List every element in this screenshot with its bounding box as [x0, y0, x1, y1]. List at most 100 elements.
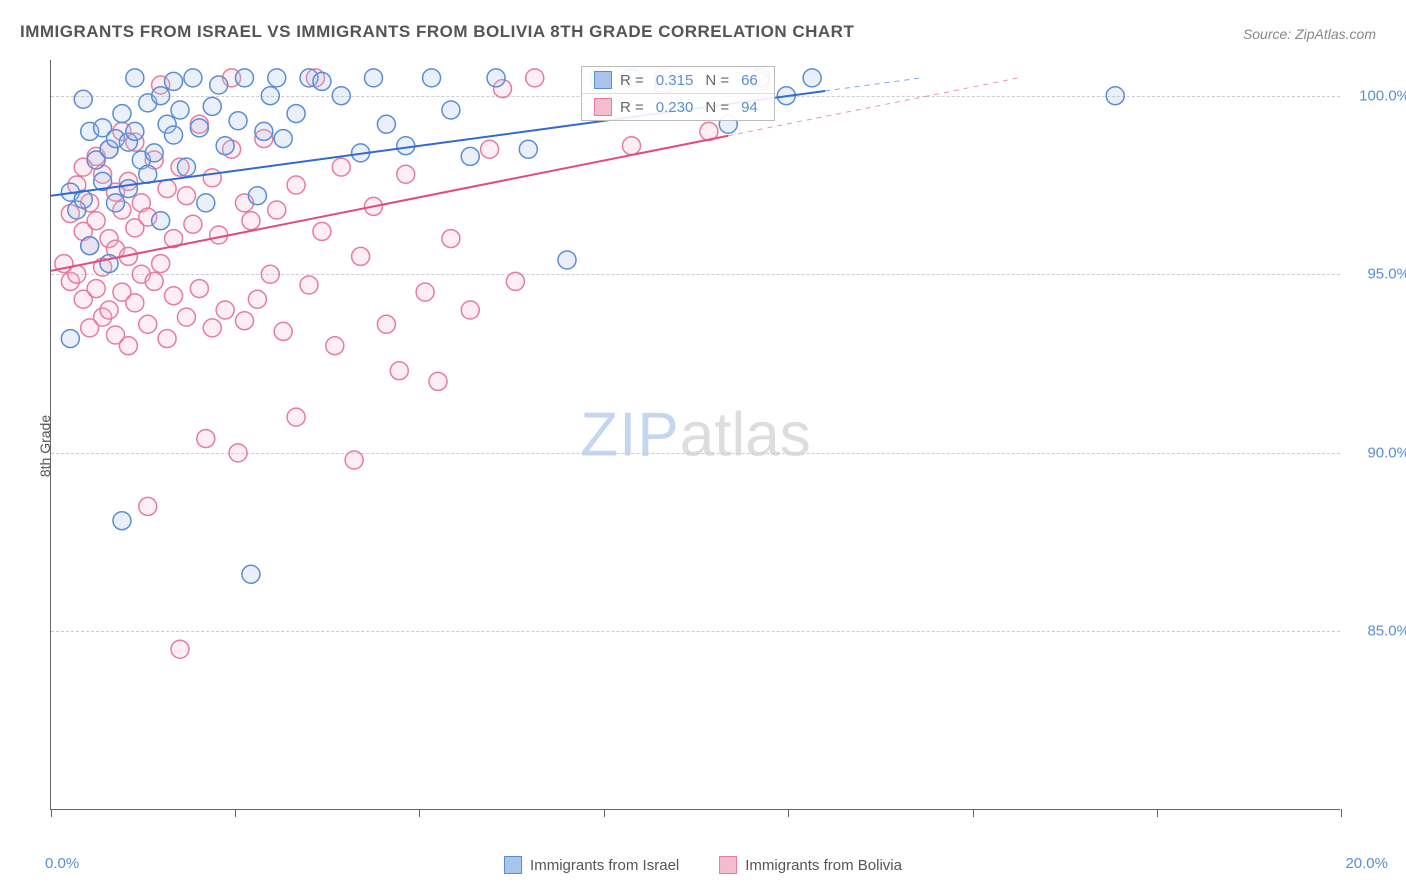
scatter-point [287, 176, 305, 194]
gridline-h [51, 631, 1340, 632]
trend-line-dashed [825, 78, 922, 91]
scatter-point [126, 69, 144, 87]
bottom-legend-label-israel: Immigrants from Israel [530, 857, 679, 874]
scatter-point [158, 180, 176, 198]
scatter-point [216, 137, 234, 155]
scatter-point [94, 172, 112, 190]
scatter-point [158, 330, 176, 348]
x-tick [419, 809, 420, 817]
scatter-point [74, 158, 92, 176]
scatter-point [94, 119, 112, 137]
scatter-point [81, 194, 99, 212]
scatter-point [68, 176, 86, 194]
scatter-point [236, 194, 254, 212]
scatter-point [113, 283, 131, 301]
scatter-point [223, 69, 241, 87]
x-tick [973, 809, 974, 817]
x-tick [1157, 809, 1158, 817]
scatter-point [287, 408, 305, 426]
scatter-point [190, 119, 208, 137]
scatter-point [461, 301, 479, 319]
scatter-point [100, 230, 118, 248]
scatter-point [268, 201, 286, 219]
scatter-point [487, 69, 505, 87]
scatter-point [87, 212, 105, 230]
watermark-atlas: atlas [680, 400, 811, 469]
source-label: Source: ZipAtlas.com [1243, 26, 1376, 42]
scatter-point [242, 565, 260, 583]
scatter-point [300, 69, 318, 87]
scatter-point [236, 312, 254, 330]
scatter-point [126, 133, 144, 151]
bottom-legend-item-israel: Immigrants from Israel [504, 856, 679, 874]
scatter-point [190, 280, 208, 298]
scatter-point [119, 180, 137, 198]
legend-r-label: R = [620, 72, 644, 89]
scatter-point [165, 72, 183, 90]
scatter-point [87, 147, 105, 165]
scatter-point [61, 205, 79, 223]
scatter-point [139, 497, 157, 515]
x-axis-start-label: 0.0% [45, 855, 79, 872]
scatter-point [481, 140, 499, 158]
scatter-point [390, 362, 408, 380]
scatter-point [152, 212, 170, 230]
scatter-point [81, 122, 99, 140]
scatter-point [184, 69, 202, 87]
scatter-point [119, 172, 137, 190]
bottom-legend-label-bolivia: Immigrants from Bolivia [745, 857, 902, 874]
scatter-point [365, 197, 383, 215]
scatter-point [74, 222, 92, 240]
scatter-point [461, 147, 479, 165]
legend-r-value-israel: 0.315 [656, 72, 694, 89]
scatter-point [223, 140, 241, 158]
scatter-point [152, 255, 170, 273]
scatter-point [177, 308, 195, 326]
scatter-point [139, 315, 157, 333]
scatter-point [242, 212, 260, 230]
legend-n-label: N = [705, 99, 729, 116]
scatter-point [107, 183, 125, 201]
scatter-point [190, 115, 208, 133]
scatter-point [126, 294, 144, 312]
scatter-point [132, 151, 150, 169]
scatter-point [255, 130, 273, 148]
scatter-point [126, 219, 144, 237]
scatter-point [397, 165, 415, 183]
scatter-point [416, 283, 434, 301]
bottom-swatch-israel [504, 856, 522, 874]
scatter-point [365, 69, 383, 87]
scatter-point [100, 301, 118, 319]
legend-swatch-israel [594, 71, 612, 89]
scatter-point [87, 280, 105, 298]
scatter-point [81, 319, 99, 337]
legend-r-label: R = [620, 99, 644, 116]
scatter-point [139, 165, 157, 183]
scatter-point [152, 76, 170, 94]
chart-title: IMMIGRANTS FROM ISRAEL VS IMMIGRANTS FRO… [20, 22, 854, 42]
scatter-point [700, 122, 718, 140]
y-tick-label: 90.0% [1367, 444, 1406, 461]
scatter-point [113, 512, 131, 530]
scatter-point [113, 105, 131, 123]
scatter-point [623, 137, 641, 155]
scatter-point [145, 144, 163, 162]
scatter-point [210, 226, 228, 244]
y-tick-label: 85.0% [1367, 623, 1406, 640]
scatter-point [203, 319, 221, 337]
scatter-point [300, 276, 318, 294]
scatter-point [236, 69, 254, 87]
scatter-point [113, 201, 131, 219]
scatter-point [55, 255, 73, 273]
y-tick-label: 95.0% [1367, 266, 1406, 283]
scatter-point [61, 330, 79, 348]
scatter-point [442, 101, 460, 119]
y-tick-label: 100.0% [1359, 87, 1406, 104]
scatter-point [210, 76, 228, 94]
scatter-point [139, 208, 157, 226]
legend-n-label: N = [705, 72, 729, 89]
scatter-point [442, 230, 460, 248]
scatter-point [397, 137, 415, 155]
scatter-point [429, 372, 447, 390]
legend-swatch-bolivia [594, 98, 612, 116]
